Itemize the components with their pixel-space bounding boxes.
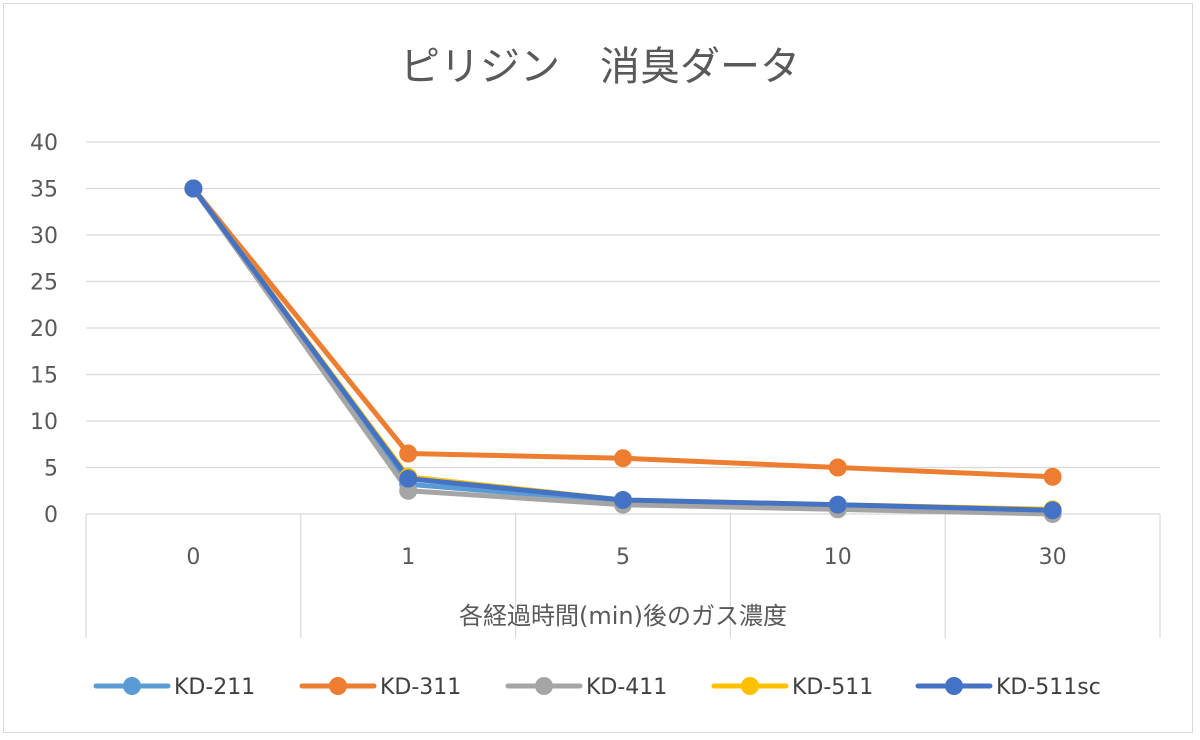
data-point-kd-511sc [184, 179, 203, 198]
x-axis-title: 各経過時間(min)後のガス濃度 [459, 602, 787, 630]
x-axis-ticks: 0 1 5 10 30 [186, 545, 1066, 570]
data-point-kd-511sc [828, 495, 847, 514]
y-tick-label: 40 [30, 131, 58, 156]
series-points [184, 179, 1062, 523]
legend-label: KD-511 [792, 675, 873, 700]
data-point-kd-311 [614, 449, 632, 468]
x-tick-label: 0 [186, 545, 200, 570]
x-tick-label: 1 [401, 545, 415, 570]
chart-title: ピリジン 消臭ダータ [400, 44, 800, 90]
legend-marker [741, 677, 759, 695]
legend-label: KD-311 [380, 675, 461, 700]
series-line-kd-311 [190, 186, 1056, 480]
data-point-kd-511sc [614, 491, 632, 510]
legend-marker [945, 677, 963, 695]
legend-label: KD-411 [586, 675, 667, 700]
chart-frame [3, 3, 1193, 733]
data-point-kd-511sc [1043, 501, 1062, 520]
y-tick-label: 15 [30, 364, 58, 389]
legend-marker [535, 677, 553, 695]
x-tick-label: 30 [1039, 545, 1067, 570]
y-tick-label: 25 [30, 271, 58, 296]
y-tick-label: 30 [30, 224, 58, 249]
y-tick-label: 35 [30, 178, 58, 203]
legend-marker [123, 677, 141, 695]
legend: KD-211 KD-311 KD-411 KD-511 KD-511sc [93, 675, 1101, 700]
x-tick-label: 5 [616, 545, 630, 570]
legend-label: KD-511sc [996, 675, 1101, 700]
data-point-kd-511sc [399, 469, 418, 488]
legend-marker [329, 677, 347, 695]
y-tick-label: 0 [44, 503, 58, 528]
y-tick-label: 20 [30, 317, 58, 342]
data-point-kd-311 [828, 458, 847, 477]
y-tick-label: 10 [30, 410, 58, 435]
y-tick-label: 5 [44, 457, 58, 482]
data-point-kd-311 [1043, 467, 1062, 486]
y-axis-ticks: 0 5 10 15 20 25 30 35 40 [30, 131, 58, 528]
data-point-kd-311 [399, 444, 418, 463]
x-tick-label: 10 [824, 545, 852, 570]
legend-label: KD-211 [174, 675, 255, 700]
